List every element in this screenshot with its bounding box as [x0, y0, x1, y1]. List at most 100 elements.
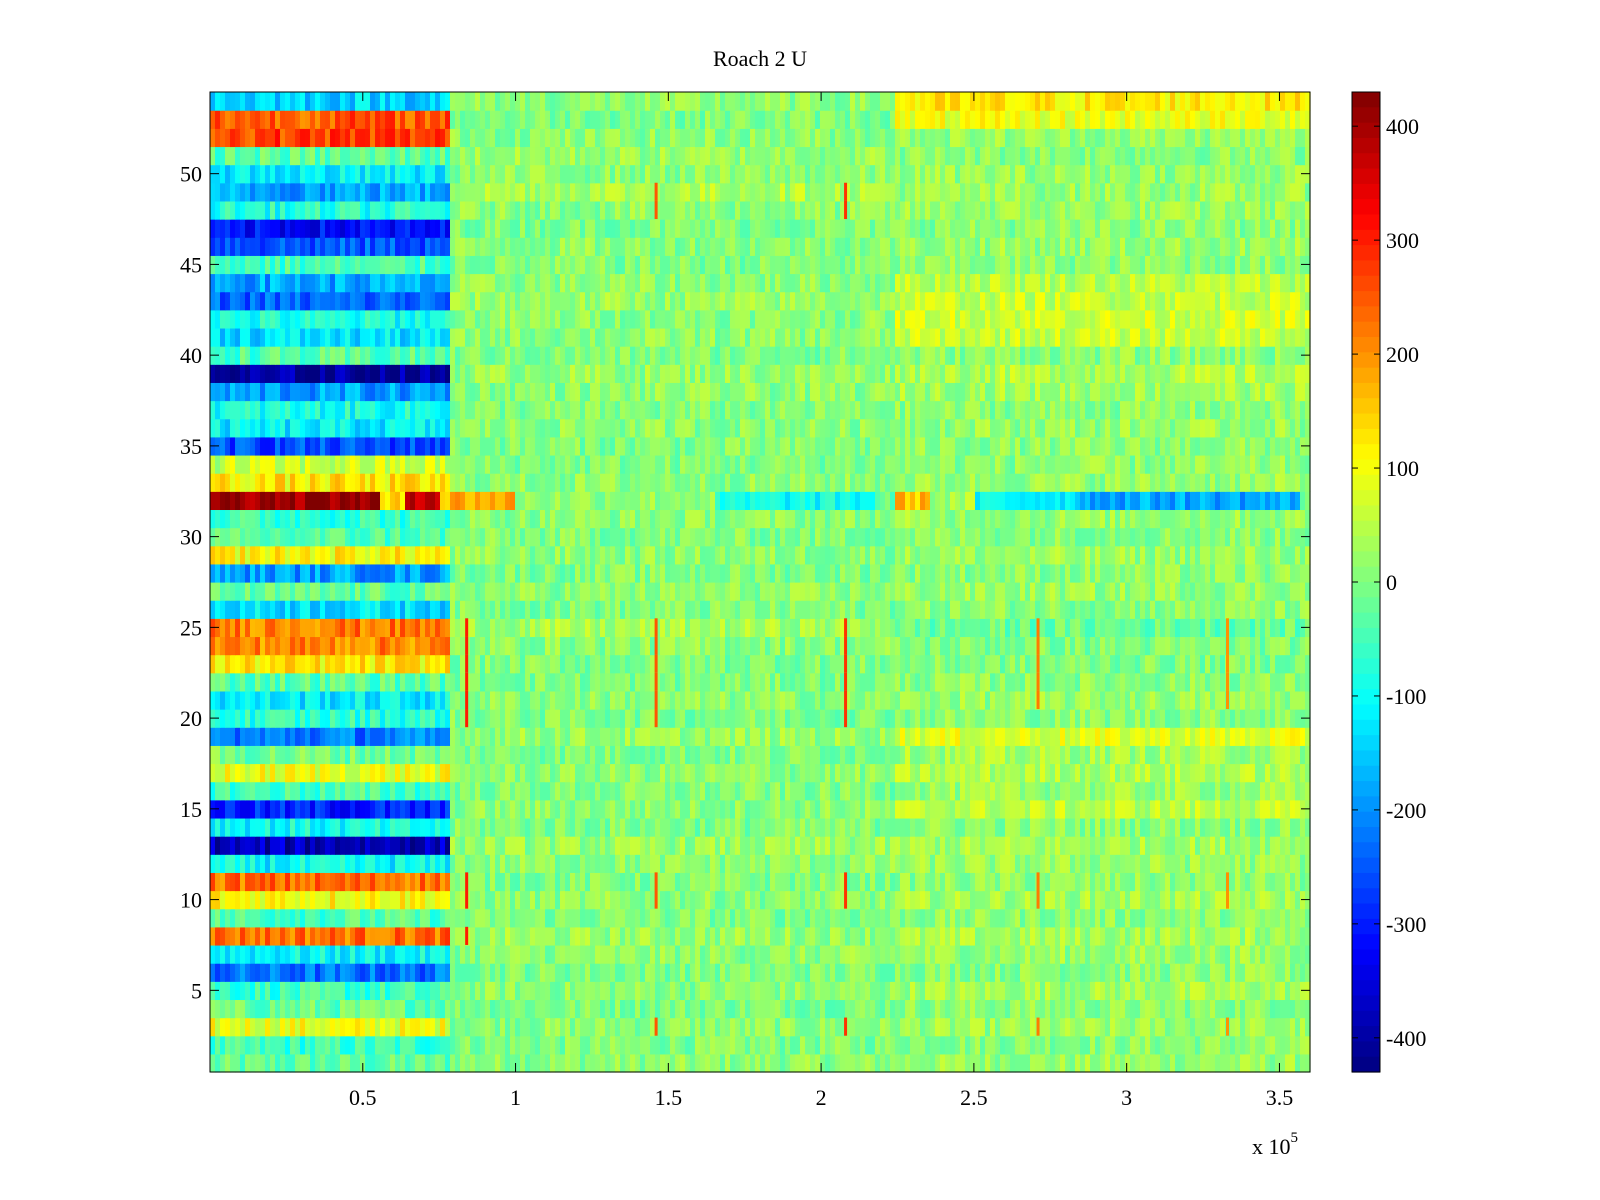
heatmap-cell [240, 727, 246, 746]
heatmap-cell [1165, 981, 1171, 1001]
heatmap-cell [485, 944, 491, 964]
heatmap-cell [365, 690, 371, 710]
heatmap-cell [515, 727, 521, 746]
heatmap-cell [295, 672, 301, 692]
heatmap-cell [1075, 944, 1081, 964]
heatmap-cell [1245, 963, 1251, 982]
heatmap-cell [1165, 999, 1171, 1019]
heatmap-cell [490, 981, 496, 1001]
heatmap-cell [790, 836, 796, 855]
heatmap-cell [450, 690, 456, 710]
heatmap-cell [335, 908, 341, 928]
heatmap-cell [1260, 817, 1266, 837]
heatmap-cell [830, 854, 836, 873]
heatmap-cell [650, 1017, 656, 1037]
heatmap-cell [1020, 727, 1026, 746]
heatmap-cell [855, 872, 861, 892]
heatmap-cell [1300, 672, 1306, 692]
heatmap-cell [390, 817, 396, 837]
heatmap-cell [230, 981, 236, 1001]
heatmap-cell [435, 727, 441, 746]
heatmap-cell [450, 926, 456, 946]
heatmap-cell [360, 817, 366, 837]
heatmap-cell [1295, 672, 1301, 692]
heatmap-cell [225, 654, 231, 674]
heatmap-cell [1195, 799, 1201, 819]
heatmap-cell [930, 944, 936, 964]
heatmap-cell [755, 963, 761, 982]
heatmap-cell [825, 999, 831, 1019]
heatmap-cell [305, 836, 311, 855]
heatmap-cell [280, 654, 286, 674]
heatmap-cell [1155, 690, 1161, 710]
heatmap-cell [1215, 854, 1221, 873]
heatmap-cell [760, 799, 766, 819]
heatmap-cell [670, 854, 676, 873]
heatmap-cell [450, 908, 456, 928]
heatmap-cell [370, 944, 376, 964]
heatmap-cell [1225, 963, 1231, 982]
heatmap-cell [710, 890, 716, 910]
heatmap-cell [470, 799, 476, 819]
heatmap-cell [365, 836, 371, 855]
heatmap-cell [355, 944, 361, 964]
heatmap-cell [650, 763, 656, 783]
heatmap-cell [475, 672, 481, 692]
heatmap-cell [825, 817, 831, 837]
heatmap-cell [345, 690, 351, 710]
heatmap-cell [700, 1017, 706, 1037]
heatmap-cell [830, 908, 836, 928]
heatmap-cell [335, 1053, 341, 1073]
heatmap-cell [1200, 817, 1206, 837]
heatmap-cell [940, 854, 946, 873]
heatmap-cell [1050, 890, 1056, 910]
heatmap-cell [545, 654, 551, 674]
heatmap-cell [985, 1017, 991, 1037]
heatmap-cell [230, 836, 236, 855]
heatmap-cell [850, 781, 856, 801]
heatmap-cell [225, 745, 231, 765]
heatmap-cell [1100, 1035, 1106, 1055]
heatmap-cell [1130, 836, 1136, 855]
heatmap-cell [780, 672, 786, 692]
heatmap-cell [365, 1017, 371, 1037]
heatmap-cell [415, 745, 421, 765]
heatmap-cell [385, 981, 391, 1001]
heatmap-cell [380, 727, 386, 746]
heatmap-cell [780, 963, 786, 982]
heatmap-cell [810, 727, 816, 746]
heatmap-cell [365, 926, 371, 946]
heatmap-cell [1025, 727, 1031, 746]
heatmap-cell [555, 763, 561, 783]
heatmap-cell [535, 854, 541, 873]
heatmap-cell [340, 817, 346, 837]
heatmap-cell [255, 763, 261, 783]
heatmap-cell [1260, 1017, 1266, 1037]
heatmap-cell [1260, 999, 1266, 1019]
heatmap-cell [1235, 763, 1241, 783]
heatmap-cell [315, 672, 321, 692]
heatmap-cell [960, 672, 966, 692]
heatmap-cell [230, 1035, 236, 1055]
heatmap-cell [340, 1053, 346, 1073]
heatmap-cell [545, 781, 551, 801]
heatmap-cell [375, 963, 381, 982]
heatmap-cell [1025, 836, 1031, 855]
heatmap-cell [960, 799, 966, 819]
heatmap-cell [1180, 1017, 1186, 1037]
heatmap-cell [945, 944, 951, 964]
heatmap-cell [1065, 781, 1071, 801]
heatmap-cell [695, 654, 701, 674]
heatmap-cell [880, 836, 886, 855]
heatmap-cell [690, 799, 696, 819]
heatmap-cell [870, 890, 876, 910]
heatmap-cell [1020, 817, 1026, 837]
heatmap-cell [775, 872, 781, 892]
heatmap-cell [885, 926, 891, 946]
heatmap-cell [1260, 745, 1266, 765]
heatmap-cell [515, 709, 521, 728]
heatmap-cell [305, 1053, 311, 1073]
heatmap-cell [580, 908, 586, 928]
heatmap-cell [1060, 854, 1066, 873]
heatmap-cell [375, 908, 381, 928]
